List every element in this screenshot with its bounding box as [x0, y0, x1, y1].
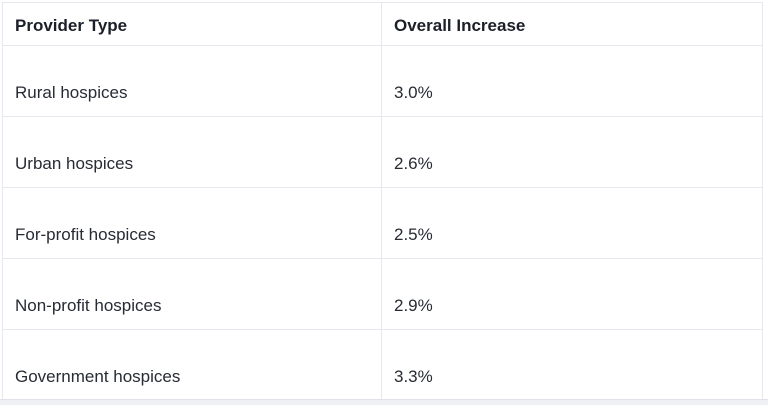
table-row: For-profit hospices 2.5%: [2, 187, 763, 259]
table-row: Government hospices 3.3%: [2, 329, 763, 401]
page-background-strip: [0, 399, 768, 405]
overall-increase-cell: 3.0%: [381, 45, 763, 117]
overall-increase-cell: 2.9%: [381, 258, 763, 330]
table-row: Urban hospices 2.6%: [2, 116, 763, 188]
table-row: Non-profit hospices 2.9%: [2, 258, 763, 330]
overall-increase-cell: 3.3%: [381, 329, 763, 401]
provider-type-cell: Non-profit hospices: [2, 258, 382, 330]
table-row: Rural hospices 3.0%: [2, 45, 763, 117]
header-row: Provider Type Overall Increase: [2, 2, 763, 46]
overall-increase-cell: 2.6%: [381, 116, 763, 188]
column-header-overall-increase: Overall Increase: [381, 2, 763, 46]
provider-type-cell: Rural hospices: [2, 45, 382, 117]
provider-type-cell: For-profit hospices: [2, 187, 382, 259]
provider-type-cell: Urban hospices: [2, 116, 382, 188]
column-header-provider-type: Provider Type: [2, 2, 382, 46]
overall-increase-cell: 2.5%: [381, 187, 763, 259]
provider-type-cell: Government hospices: [2, 329, 382, 401]
hospice-payment-increase-table: Provider Type Overall Increase Rural hos…: [2, 2, 763, 401]
